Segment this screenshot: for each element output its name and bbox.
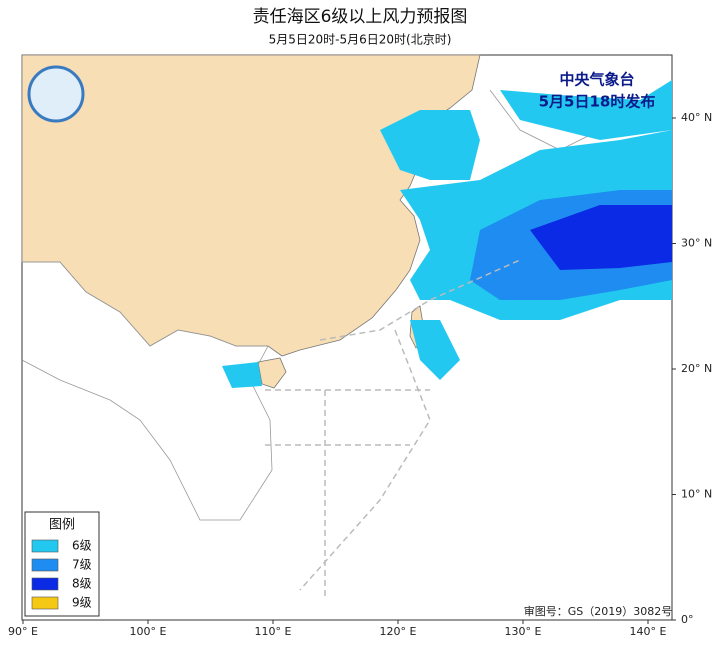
x-tick-label: 100° E bbox=[130, 625, 167, 638]
x-tick-label: 130° E bbox=[505, 625, 542, 638]
y-tick-label: 10° N bbox=[681, 488, 712, 501]
logo bbox=[27, 65, 85, 123]
legend-title: 图例 bbox=[49, 518, 75, 533]
legend: 图例 6级 7级 8级 9级 bbox=[24, 511, 100, 617]
y-tick-label: 40° N bbox=[681, 111, 712, 124]
wind-area bbox=[380, 110, 480, 180]
sea-zone-boundary bbox=[265, 259, 521, 600]
approval-number: 审图号：GS（2019）3082号 bbox=[524, 604, 673, 618]
title: 责任海区6级以上风力预报图 bbox=[253, 7, 468, 27]
subtitle: 5月5日20时-5月6日20时(北京时) bbox=[269, 33, 452, 47]
y-tick-label: 20° N bbox=[681, 362, 712, 375]
legend-label: 6级 bbox=[72, 539, 92, 553]
agency: 中央气象台 bbox=[559, 71, 634, 89]
legend-label: 8级 bbox=[72, 577, 92, 591]
x-tick-label: 140° E bbox=[630, 625, 667, 638]
legend-swatch bbox=[31, 577, 59, 591]
y-tick-label: 30° N bbox=[681, 237, 712, 250]
legend-label: 7级 bbox=[72, 558, 92, 572]
x-tick-label: 110° E bbox=[255, 625, 292, 638]
map bbox=[21, 54, 673, 621]
legend-label: 9级 bbox=[72, 596, 92, 610]
wind-area bbox=[222, 362, 262, 388]
hainan bbox=[257, 357, 287, 389]
wind-area bbox=[530, 205, 672, 270]
wind-area bbox=[410, 320, 460, 380]
y-tick-label: 0° bbox=[681, 613, 694, 626]
legend-swatch bbox=[31, 558, 59, 572]
legend-swatch bbox=[31, 596, 59, 610]
issue-time: 5月5日18时发布 bbox=[539, 93, 656, 111]
x-tick-label: 120° E bbox=[380, 625, 417, 638]
legend-swatch bbox=[31, 539, 59, 553]
x-tick-label: 90° E bbox=[8, 625, 38, 638]
wind-area bbox=[500, 80, 672, 140]
